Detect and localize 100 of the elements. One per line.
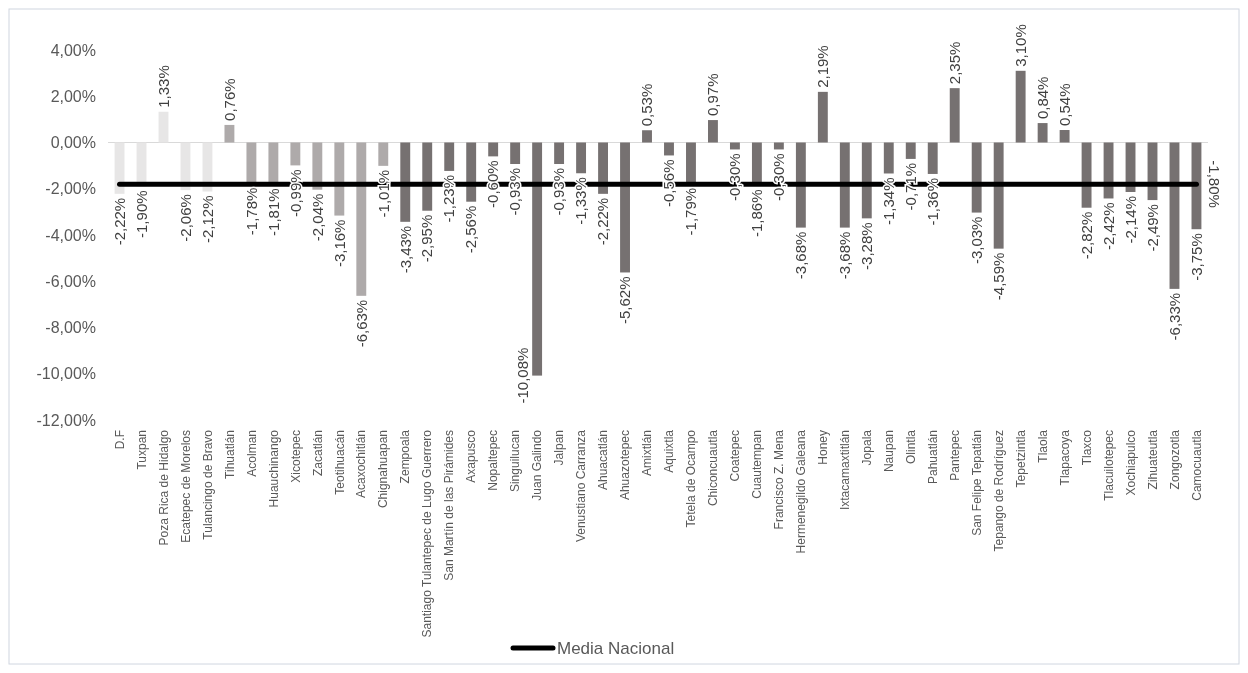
y-tick-label: 2,00% — [50, 87, 96, 105]
x-tick-label: Acaxochitlán — [354, 430, 369, 499]
data-label: -3,75% — [1187, 233, 1205, 281]
x-tick-label: Xochiapulco — [1123, 429, 1138, 496]
bar — [1037, 123, 1048, 143]
bar — [686, 142, 696, 184]
x-tick-label: Francisco Z. Mena — [772, 429, 787, 530]
data-label: 2,19% — [814, 45, 832, 88]
data-label: -0,60% — [484, 160, 502, 208]
data-label: 0,76% — [220, 78, 238, 121]
bar — [1015, 70, 1026, 143]
x-tick-label: Tulancingo de Bravo — [200, 429, 215, 540]
bar — [1059, 130, 1070, 143]
data-label: -1,36% — [923, 177, 941, 226]
data-label: 2,35% — [945, 41, 963, 85]
x-tick-label: Tepango de Rodríguez — [991, 430, 1006, 552]
x-tick-label: Ixtacamaxtitlán — [838, 430, 853, 511]
bar — [664, 142, 674, 156]
bar — [378, 142, 389, 166]
x-tick-label: Olintla — [903, 429, 918, 465]
x-tick-label: Zempoala — [398, 429, 413, 484]
data-label: -0,30% — [770, 153, 788, 201]
x-tick-label: Singuilucan — [508, 430, 523, 493]
data-label: -2,06% — [176, 194, 194, 242]
y-tick-label: -8,00% — [45, 319, 96, 337]
x-tick-label: Tuxpan — [134, 430, 149, 470]
x-tick-label: Chiconcuautla — [706, 429, 721, 507]
data-label: -3,68% — [836, 231, 854, 280]
bar — [598, 142, 608, 194]
bar — [268, 142, 279, 185]
bar — [224, 124, 235, 143]
y-tick-label: 4,00% — [50, 41, 96, 59]
bar — [861, 142, 872, 219]
data-label: 0,54% — [1055, 83, 1073, 127]
y-tick-label: -2,00% — [45, 180, 96, 198]
data-label: -6,63% — [352, 299, 370, 348]
bar — [356, 142, 367, 296]
x-tick-label: Tlapacoya — [1057, 429, 1072, 486]
data-label: -0,30% — [726, 153, 744, 201]
data-label: -0,71% — [902, 162, 919, 211]
data-label: -1,33% — [572, 177, 590, 225]
bar — [158, 111, 169, 143]
bar — [488, 142, 499, 157]
bar — [334, 142, 345, 216]
data-label: -10,08% — [514, 347, 532, 404]
data-label: -2,14% — [1121, 195, 1139, 244]
data-label: -1,90% — [132, 190, 150, 238]
y-tick-label: -12,00% — [36, 411, 96, 429]
bar — [576, 142, 587, 174]
bar — [1081, 142, 1092, 208]
x-tick-label: Aquixtla — [662, 429, 677, 473]
bar — [246, 142, 257, 184]
x-tick-label: D.F — [112, 430, 127, 450]
data-label: -4,59% — [989, 252, 1007, 301]
x-tick-label: Zongozotla — [1167, 429, 1182, 490]
x-tick-label: Camocuautla — [1189, 429, 1204, 501]
bar — [905, 142, 916, 159]
x-tick-label: Hermenegildo Galeana — [794, 429, 809, 554]
bar — [290, 142, 301, 166]
data-label: -0,99% — [286, 169, 304, 217]
data-label: -2,82% — [1077, 211, 1095, 260]
x-tick-label: Amixtlán — [640, 430, 655, 477]
data-label: -1,34% — [880, 177, 898, 226]
bar — [554, 142, 565, 165]
x-tick-label: Chignahuapan — [376, 430, 391, 509]
data-label: -0,93% — [550, 168, 568, 216]
bar — [510, 142, 521, 165]
data-label: 0,53% — [638, 83, 656, 127]
y-tick-label: -6,00% — [45, 272, 96, 290]
bar — [466, 142, 477, 202]
data-label: -1,86% — [748, 189, 766, 238]
data-label: -2,56% — [462, 205, 480, 254]
x-tick-label: Ecatepec de Morelos — [178, 430, 193, 543]
data-label: -1,78% — [242, 187, 260, 236]
data-label: -0,56% — [660, 159, 678, 207]
data-label: -1,81% — [264, 188, 282, 236]
data-label: -1,80% — [1206, 160, 1224, 208]
y-tick-label: -10,00% — [36, 365, 96, 383]
data-label: 3,10% — [1011, 24, 1029, 67]
data-label: -2,22% — [110, 197, 128, 246]
x-tick-label: Tihuatlán — [222, 430, 237, 479]
x-tick-label: Tlaxco — [1079, 429, 1094, 466]
bar — [949, 88, 960, 143]
bar — [927, 142, 938, 174]
data-label: -5,62% — [616, 276, 634, 324]
x-tick-label: Huauchinango — [266, 429, 281, 508]
x-tick-label: Santiago Tulantepec de Lugo Guerrero — [420, 429, 435, 638]
x-tick-label: Pahuatlán — [925, 430, 940, 485]
data-label: 0,97% — [704, 73, 722, 117]
data-label: -3,03% — [967, 216, 985, 265]
data-label: -1,79% — [682, 187, 700, 236]
x-tick-label: Tetela de Ocampo — [684, 429, 699, 528]
x-tick-label: Teotihuacán — [332, 430, 347, 495]
bar — [532, 142, 543, 376]
x-tick-label: Pantepec — [947, 430, 962, 481]
bar — [642, 130, 652, 143]
bar — [400, 142, 411, 222]
bar — [993, 142, 1004, 249]
x-tick-label: Jopala — [859, 429, 874, 466]
bar — [795, 142, 806, 228]
